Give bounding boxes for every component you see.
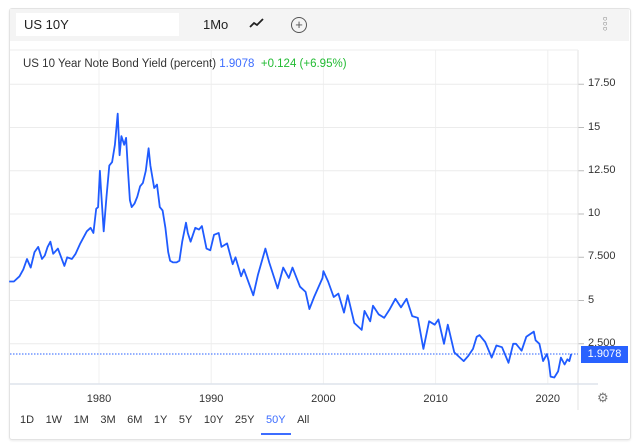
yield-series-line — [9, 112, 573, 379]
range-10y[interactable]: 10Y — [203, 414, 224, 426]
more-vertical-icon[interactable]: ○ ○ ○ — [602, 14, 608, 33]
chart-card — [9, 8, 631, 440]
y-tick-label: 15 — [588, 120, 601, 133]
x-tick-label: 1980 — [86, 393, 112, 405]
last-price-tag: 1.9078 — [581, 346, 628, 363]
x-tick-label: 2020 — [535, 393, 561, 405]
plus-circle-icon[interactable]: + — [291, 17, 307, 33]
legend-change: +0.124 (+6.95%) — [260, 58, 347, 70]
y-tick-label: 7.500 — [588, 250, 616, 263]
range-selector: 1D 1W 1M 3M 6M 1Y 5Y 10Y 25Y 50Y All — [20, 414, 321, 435]
legend-value: 1.9078 — [219, 58, 255, 70]
range-1d[interactable]: 1D — [20, 414, 35, 426]
x-tick-label: 2010 — [423, 393, 448, 405]
range-5y[interactable]: 5Y — [178, 414, 193, 426]
interval-button[interactable]: 1Mo — [203, 17, 229, 32]
range-1w[interactable]: 1W — [45, 414, 63, 426]
y-tick-label: 12.50 — [588, 163, 616, 176]
range-6m[interactable]: 6M — [127, 414, 143, 426]
range-all[interactable]: All — [297, 414, 310, 426]
x-tick-label: 1990 — [198, 393, 224, 405]
settings-gear-icon[interactable]: ⚙ — [597, 390, 609, 405]
y-tick-label: 17.50 — [588, 77, 616, 90]
range-3m[interactable]: 3M — [100, 414, 116, 426]
symbol-input[interactable]: US 10Y — [16, 13, 179, 36]
range-1m[interactable]: 1M — [73, 414, 89, 426]
y-tick-label: 5 — [588, 293, 595, 306]
legend-title: US 10 Year Note Bond Yield (percent) — [23, 58, 217, 70]
y-tick-label: 10 — [588, 207, 601, 219]
line-chart-icon[interactable] — [249, 16, 265, 34]
y-tick-label: 2.500 — [588, 336, 616, 349]
range-1y[interactable]: 1Y — [153, 414, 168, 426]
range-25y[interactable]: 25Y — [234, 414, 255, 426]
range-50y[interactable]: 50Y — [261, 414, 291, 435]
chart-legend: US 10 Year Note Bond Yield (percent) 1.9… — [23, 58, 347, 70]
x-tick-label: 2000 — [311, 393, 336, 405]
